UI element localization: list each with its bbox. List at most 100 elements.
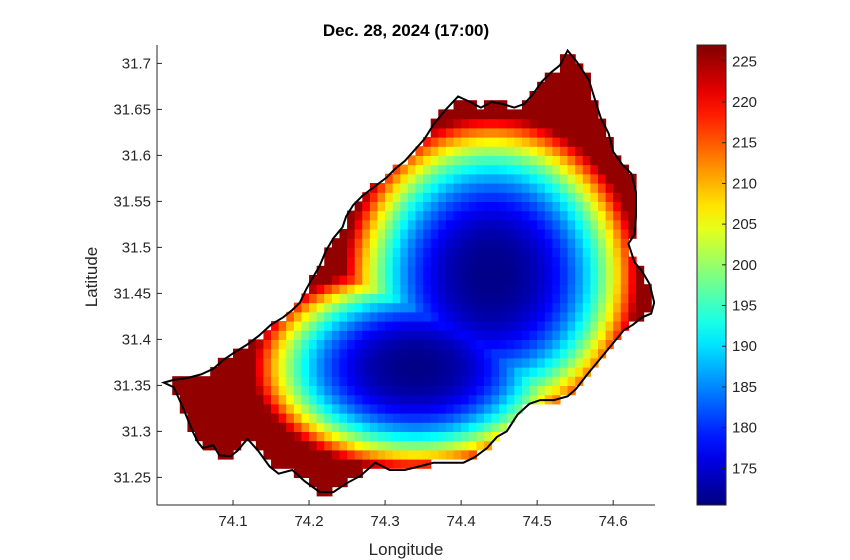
- heatmap-cell: [529, 219, 538, 230]
- heatmap-cell: [324, 357, 333, 368]
- heatmap-cell: [369, 339, 379, 350]
- heatmap-cell: [620, 219, 629, 230]
- heatmap-cell: [225, 367, 234, 377]
- heatmap-cell: [552, 385, 561, 396]
- heatmap-cell: [430, 357, 439, 368]
- heatmap-cell: [559, 146, 569, 156]
- heatmap-cell: [597, 284, 607, 294]
- heatmap-cell: [461, 155, 470, 166]
- heatmap-cell: [582, 229, 591, 239]
- heatmap-cell: [362, 210, 371, 221]
- heatmap-cell: [415, 330, 424, 340]
- heatmap-cell: [385, 284, 394, 294]
- heatmap-cell: [377, 201, 386, 212]
- heatmap-cell: [483, 422, 493, 432]
- heatmap-cell: [567, 183, 576, 193]
- heatmap-cell: [468, 440, 477, 451]
- heatmap-cell: [415, 164, 424, 175]
- heatmap-cell: [613, 183, 622, 193]
- heatmap-cell: [415, 183, 424, 193]
- heatmap-cell: [430, 192, 439, 202]
- heatmap-cell: [491, 238, 500, 248]
- heatmap-cell: [377, 210, 386, 221]
- heatmap-cell: [255, 348, 265, 359]
- heatmap-cell: [438, 403, 447, 414]
- heatmap-cell: [415, 275, 424, 285]
- heatmap-cell: [521, 247, 531, 258]
- heatmap-cell: [514, 183, 523, 193]
- heatmap-cell: [468, 302, 477, 313]
- heatmap-cell: [385, 321, 394, 331]
- heatmap-cell: [483, 385, 493, 396]
- heatmap-cell: [438, 238, 447, 248]
- heatmap-cell: [255, 367, 265, 377]
- heatmap-cell: [293, 385, 303, 396]
- heatmap-cell: [468, 321, 477, 331]
- plot-area: 74.1 74.2 74.3 74.4 74.5 74.6 31.2531.331.353…: [113, 45, 655, 530]
- heatmap-cell: [392, 449, 401, 460]
- heatmap-cell: [529, 302, 538, 313]
- heatmap-cell: [377, 183, 386, 193]
- heatmap-cell: [187, 376, 196, 386]
- heatmap-cell: [271, 385, 280, 396]
- heatmap-cell: [445, 440, 455, 451]
- heatmap-cell: [354, 302, 363, 313]
- heatmap-cell: [499, 164, 508, 175]
- heatmap-cell: [347, 210, 356, 221]
- heatmap-cell: [369, 256, 379, 267]
- heatmap-cell: [499, 284, 508, 294]
- heatmap-cell: [324, 422, 333, 432]
- colorbar-tick-label: 190: [732, 338, 757, 355]
- heatmap-cell: [423, 173, 432, 184]
- heatmap-cell: [316, 449, 325, 460]
- heatmap-cell: [278, 403, 287, 414]
- heatmap-cell: [309, 302, 318, 313]
- heatmap-cell: [324, 321, 333, 331]
- heatmap-cell: [445, 247, 455, 258]
- heatmap-cell: [567, 219, 576, 230]
- heatmap-cell: [233, 394, 242, 405]
- heatmap-cell: [309, 284, 318, 294]
- heatmap-cell: [582, 311, 591, 322]
- heatmap-cell: [202, 413, 211, 423]
- heatmap-cell: [567, 284, 576, 294]
- heatmap-cell: [339, 321, 348, 331]
- heatmap-cell: [461, 137, 470, 147]
- heatmap-cell: [331, 357, 341, 368]
- heatmap-cell: [331, 376, 341, 386]
- heatmap-cell: [423, 440, 432, 451]
- heatmap-cell: [453, 265, 462, 276]
- heatmap-cell: [544, 183, 553, 193]
- heatmap-cell: [483, 293, 493, 304]
- heatmap-cell: [567, 72, 576, 83]
- heatmap-cell: [468, 311, 477, 322]
- heatmap-cell: [461, 247, 470, 258]
- heatmap-cell: [400, 440, 409, 451]
- heatmap-cell: [331, 302, 341, 313]
- heatmap-cell: [331, 385, 341, 396]
- heatmap-cell: [415, 229, 424, 239]
- heatmap-cell: [400, 413, 409, 423]
- heatmap-cell: [628, 229, 637, 239]
- heatmap-cell: [529, 210, 538, 221]
- heatmap-cell: [590, 210, 599, 221]
- heatmap-cell: [415, 155, 424, 166]
- heatmap-cell: [286, 321, 295, 331]
- heatmap-cell: [476, 413, 485, 423]
- heatmap-cell: [369, 431, 379, 442]
- heatmap-cell: [301, 357, 310, 368]
- heatmap-cell: [286, 311, 295, 322]
- heatmap-cell: [597, 146, 607, 156]
- heatmap-cell: [605, 238, 614, 248]
- heatmap-cell: [445, 449, 455, 460]
- heatmap-cell: [506, 403, 515, 414]
- heatmap-cell: [582, 118, 591, 129]
- heatmap-cell: [461, 146, 470, 156]
- heatmap-cell: [453, 127, 462, 138]
- heatmap-cell: [537, 229, 546, 239]
- heatmap-cell: [278, 321, 287, 331]
- heatmap-cell: [286, 357, 295, 368]
- heatmap-cell: [605, 173, 614, 184]
- heatmap-cell: [597, 275, 607, 285]
- heatmap-cell: [248, 339, 257, 350]
